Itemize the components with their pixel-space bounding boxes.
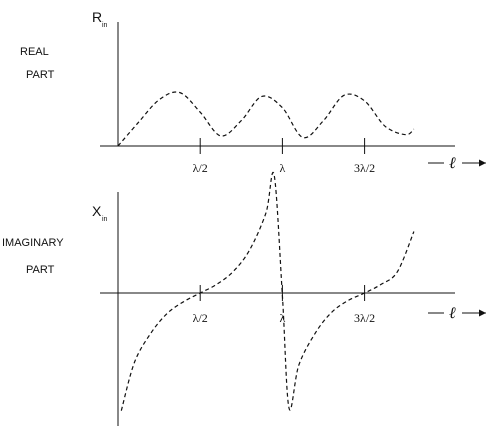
- r-in-l-arrow-icon: [479, 159, 486, 167]
- r-in-x-ticks: λ/2 λ 3λ/2: [193, 138, 375, 175]
- r-in-x-tick-label-1: λ: [279, 161, 285, 175]
- x-in-x-tick-label-1: λ: [279, 311, 285, 325]
- x-in-axis-symbol: X: [92, 203, 102, 219]
- x-in-x-tick-label-0: λ/2: [193, 311, 208, 325]
- x-in-x-tick-label-2: 3λ/2: [354, 311, 375, 325]
- imaginary-part-label-line1: IMAGINARY: [2, 237, 64, 249]
- r-in-curve: [117, 91, 415, 147]
- r-in-x-tick-label-0: λ/2: [193, 161, 208, 175]
- imaginary-part-label-line2: PART: [26, 264, 55, 276]
- x-in-x-axis-label: ℓ: [449, 305, 456, 322]
- real-part-label-line1: REAL: [20, 46, 49, 58]
- x-in-curve: [120, 171, 415, 411]
- r-in-x-tick-label-2: 3λ/2: [354, 161, 375, 175]
- r-in-axis-subscript: in: [102, 22, 108, 29]
- r-in-x-axis-label: ℓ: [449, 155, 456, 172]
- real-part-panel: REAL PART R in λ/2 λ 3λ/2 ℓ: [20, 9, 486, 175]
- r-in-axis-symbol: R: [92, 9, 102, 25]
- x-in-axis-subscript: in: [102, 216, 108, 223]
- x-in-l-arrow-icon: [479, 309, 486, 317]
- imaginary-part-panel: IMAGINARY PART X in λ/2 λ 3λ/2 ℓ: [2, 171, 486, 426]
- real-part-label-line2: PART: [26, 69, 55, 81]
